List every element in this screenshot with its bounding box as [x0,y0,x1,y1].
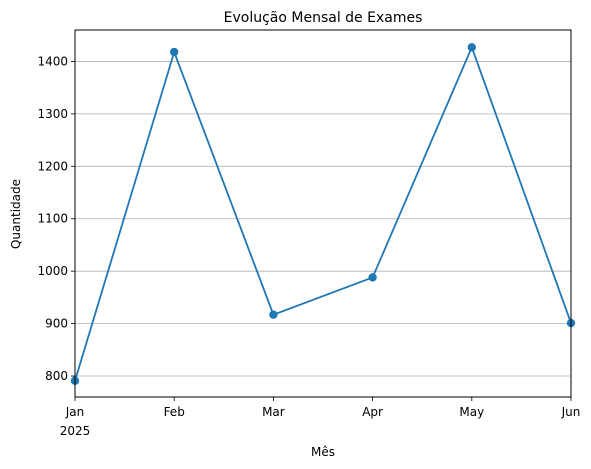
x-year-label: 2025 [60,424,91,438]
x-tick-label: Jun [561,405,581,419]
series-line [70,43,576,385]
data-point [170,47,179,57]
chart-title: Evolução Mensal de Exames [224,10,423,26]
y-axis-ticks: 800 900 1000 1100 1200 1300 1400 [37,54,75,383]
y-tick-label: 1400 [37,54,68,68]
data-point [467,43,476,52]
x-tick-label: May [459,405,484,419]
x-tick-label: Feb [164,405,185,419]
x-tick-label: Apr [362,405,383,419]
data-point [368,273,377,282]
gridlines [75,61,571,377]
y-tick-label: 800 [45,369,68,383]
y-tick-label: 1000 [37,264,68,278]
plot-frame [74,29,572,398]
y-tick-label: 900 [45,317,68,331]
y-tick-label: 1200 [37,159,68,173]
x-axis-ticks: Jan Feb Mar Apr May Jun 2025 [60,397,581,438]
series-line-path [74,44,572,382]
x-axis-label: Mês [311,445,335,459]
x-tick-label: Mar [262,405,285,419]
y-axis-label: Quantidade [9,179,23,249]
y-tick-label: 1300 [37,107,68,121]
data-point [269,310,278,319]
y-tick-label: 1100 [37,212,68,226]
x-tick-label: Jan [65,405,85,419]
